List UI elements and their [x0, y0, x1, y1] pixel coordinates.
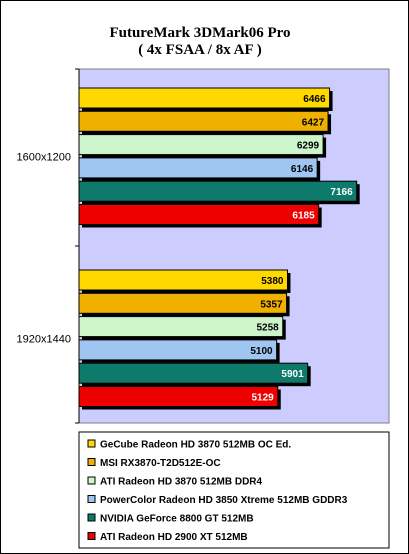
bar [78, 204, 320, 225]
bar-value-label: 5129 [251, 393, 274, 404]
legend-label: ATI Radeon HD 3870 512MB DDR4 [100, 477, 263, 488]
bar-value-label: 6185 [292, 211, 315, 222]
legend-swatch [87, 532, 96, 540]
bar [78, 386, 279, 407]
chart-subtitle: ( 4x FSAA / 8x AF ) [138, 42, 262, 58]
bar-value-label: 5901 [281, 369, 304, 380]
chart-title: FutureMark 3DMark06 Pro [109, 25, 290, 41]
category-label: 1600x1200 [17, 151, 71, 163]
bar [78, 362, 309, 384]
bar-value-label: 6427 [302, 117, 325, 128]
legend-swatch [87, 458, 96, 466]
bar-value-label: 5258 [256, 323, 279, 334]
bar [78, 292, 288, 314]
legend-box [78, 431, 390, 549]
bar [78, 269, 288, 291]
legend: GeCube Radeon HD 3870 512MB OC Ed. MSI RX… [87, 439, 348, 543]
bar-value-label: 6466 [303, 94, 326, 105]
bars: 6466 6427 6299 6146 7166 6185 5380 5357 5258 5100… [78, 87, 360, 410]
legend-label: MSI RX3870-T2D512E-OC [100, 458, 221, 469]
bar-value-label: 6299 [297, 141, 320, 152]
legend-swatch [87, 476, 96, 485]
bar-value-label: 5100 [250, 346, 273, 357]
legend-label: ATI Radeon HD 2900 XT 512MB [100, 532, 248, 543]
legend-label: GeCube Radeon HD 3870 512MB OC Ed. [100, 440, 291, 451]
bar-value-label: 7166 [330, 187, 353, 198]
legend-swatch [87, 495, 96, 503]
bar [78, 157, 318, 179]
category-labels: 1600x1200 1920x1440 [17, 151, 71, 345]
bar [78, 180, 358, 202]
bar [78, 87, 331, 109]
bar [78, 110, 329, 132]
bar [78, 339, 278, 361]
bar [78, 316, 284, 338]
bar [78, 134, 324, 156]
legend-label: NVIDIA GeForce 8800 GT 512MB [100, 514, 254, 525]
axis-ticks [75, 68, 79, 424]
legend-swatch [87, 513, 96, 522]
legend-label: PowerColor Radeon HD 3850 Xtreme 512MB G… [100, 495, 348, 506]
bar-value-label: 5357 [260, 299, 283, 310]
bar-value-label: 5380 [261, 276, 284, 287]
bar-value-label: 6146 [291, 164, 314, 175]
legend-swatch [87, 439, 96, 448]
category-label: 1920x1440 [17, 333, 71, 345]
